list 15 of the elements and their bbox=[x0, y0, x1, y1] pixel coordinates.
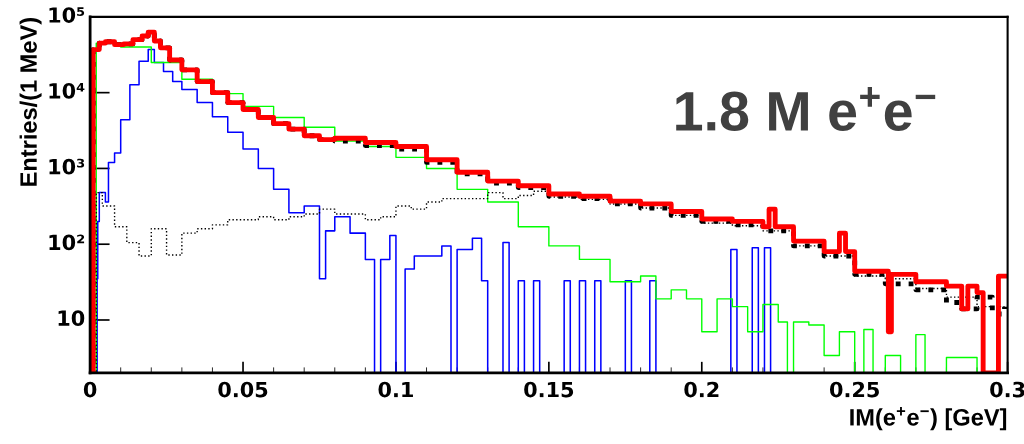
y-axis-title: Entries/(1 MeV) bbox=[19, 18, 42, 186]
x-tick-label: 0 bbox=[83, 381, 97, 398]
x-tick-label: 0.1 bbox=[378, 381, 413, 398]
x-tick-label: 0.05 bbox=[218, 381, 268, 398]
y-tick-label: 10 bbox=[58, 310, 85, 327]
y-tick-label: 10⁴ bbox=[49, 82, 85, 99]
y-tick-label: 10³ bbox=[49, 158, 85, 175]
x-axis-title: IM(e$^{+}$e$^{−}$) [GeV] bbox=[850, 407, 1007, 431]
x-tick-label: 0.25 bbox=[829, 381, 879, 398]
y-tick-label: 10² bbox=[49, 234, 85, 251]
y-tick-label: 10⁵ bbox=[49, 7, 85, 23]
x-tick-label: 0.15 bbox=[524, 381, 574, 398]
x-tick-label: 0.3 bbox=[990, 381, 1024, 398]
annotation: 1.8 M e$^{+}$e$^{−}$ bbox=[676, 87, 936, 131]
x-tick-label: 0.2 bbox=[684, 381, 719, 398]
